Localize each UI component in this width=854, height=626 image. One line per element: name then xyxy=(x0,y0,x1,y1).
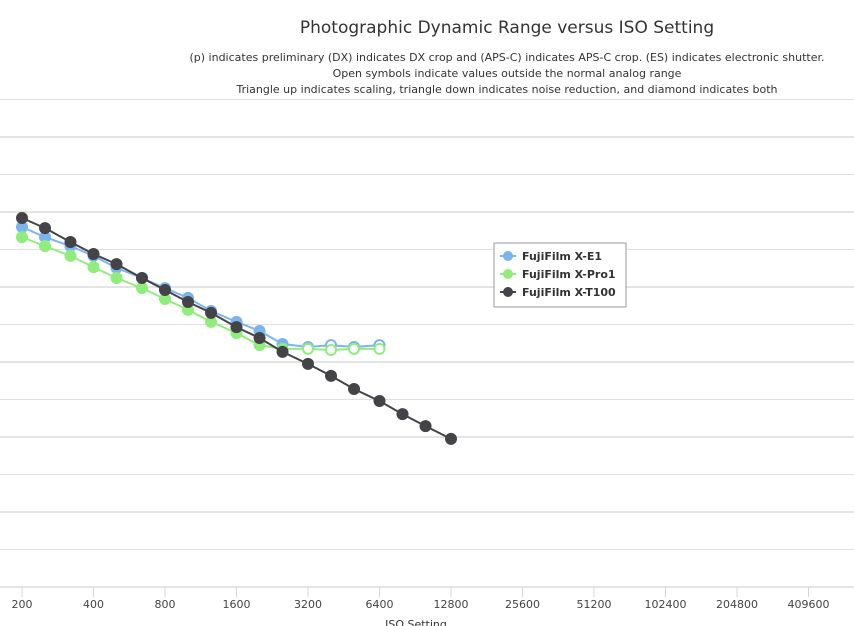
data-point[interactable] xyxy=(253,332,266,344)
legend-marker xyxy=(503,269,513,279)
x-tick-label: 800 xyxy=(155,598,176,611)
series-layer xyxy=(16,212,457,445)
data-point[interactable] xyxy=(325,344,338,356)
data-point[interactable] xyxy=(39,231,52,244)
data-point[interactable] xyxy=(87,248,100,260)
x-tick-label: 204800 xyxy=(716,598,758,611)
data-point[interactable] xyxy=(159,284,171,296)
data-point[interactable] xyxy=(276,345,289,358)
x-tick-label: 25600 xyxy=(505,598,540,611)
legend-marker xyxy=(503,251,513,261)
legend: FujiFilm X-E1 FujiFilm X-Pro1 FujiFilm X-T… xyxy=(493,242,627,308)
data-point[interactable] xyxy=(64,249,77,262)
series-fujifilm-x-t100 xyxy=(16,212,457,445)
data-point[interactable] xyxy=(373,342,386,355)
data-point[interactable] xyxy=(325,369,338,382)
data-point[interactable] xyxy=(302,357,314,370)
series-line xyxy=(21,236,380,352)
data-point[interactable] xyxy=(373,395,386,407)
x-tick-label: 400 xyxy=(83,598,104,611)
data-point[interactable] xyxy=(135,282,148,295)
data-point[interactable] xyxy=(348,383,361,395)
x-tick-label: 3200 xyxy=(294,598,322,611)
legend-item[interactable]: FujiFilm X-E1 xyxy=(522,250,602,263)
data-point[interactable] xyxy=(205,315,218,328)
series-line xyxy=(21,226,380,349)
series-fujifilm-x-pro1 xyxy=(16,231,386,356)
x-tick-label: 1600 xyxy=(223,598,251,611)
x-tick-label: 102400 xyxy=(645,598,687,611)
legend-marker xyxy=(503,287,513,297)
x-axis: 200 400 800 1600 3200 6400 12800 25600 51200 1024… xyxy=(12,587,830,611)
data-point[interactable] xyxy=(302,342,314,355)
data-point[interactable] xyxy=(87,261,100,274)
x-tick-label: 12800 xyxy=(434,598,469,611)
x-tick-label: 409600 xyxy=(788,598,830,611)
grid-lines xyxy=(0,99,854,588)
data-point[interactable] xyxy=(182,296,195,308)
legend-item[interactable]: FujiFilm X-Pro1 xyxy=(522,268,616,281)
data-point[interactable] xyxy=(419,420,432,433)
data-point[interactable] xyxy=(16,212,28,224)
data-point[interactable] xyxy=(205,306,218,319)
chart-subtitle-3: Triangle up indicates scaling, triangle … xyxy=(235,83,777,96)
data-point[interactable] xyxy=(348,342,361,355)
data-point[interactable] xyxy=(64,236,77,248)
data-point[interactable] xyxy=(135,272,148,284)
data-point[interactable] xyxy=(39,222,52,235)
data-point[interactable] xyxy=(230,321,243,334)
x-tick-label: 51200 xyxy=(577,598,612,611)
data-point[interactable] xyxy=(445,432,457,445)
chart-subtitle-2: Open symbols indicate values outside the… xyxy=(333,67,682,80)
x-tick-label: 6400 xyxy=(366,598,394,611)
data-point[interactable] xyxy=(159,293,171,305)
data-point[interactable] xyxy=(39,240,52,253)
data-point[interactable] xyxy=(110,258,123,271)
data-point[interactable] xyxy=(16,231,28,244)
legend-item[interactable]: FujiFilm X-T100 xyxy=(522,286,616,299)
data-point[interactable] xyxy=(110,272,123,284)
chart-title: Photographic Dynamic Range versus ISO Se… xyxy=(300,18,714,38)
x-axis-label: ISO Setting xyxy=(385,618,447,626)
data-point[interactable] xyxy=(16,221,28,233)
x-tick-label: 200 xyxy=(12,598,33,611)
chart-subtitle-1: (p) indicates preliminary (DX) indicates… xyxy=(189,51,824,64)
data-point[interactable] xyxy=(396,408,409,421)
